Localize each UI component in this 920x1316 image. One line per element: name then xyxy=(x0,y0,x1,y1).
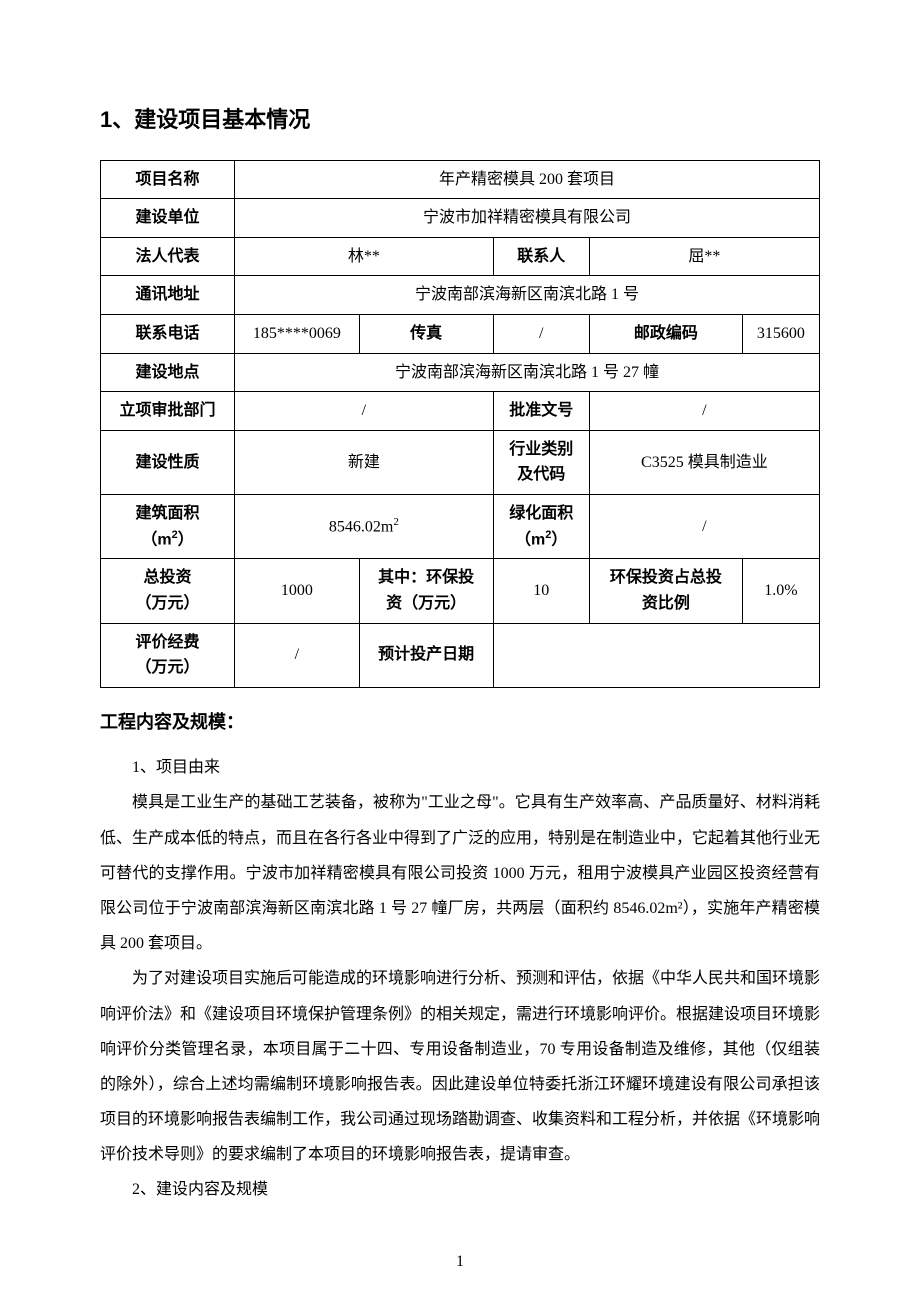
value-prod-date xyxy=(493,623,819,687)
label-green-area: 绿化面积（m2） xyxy=(493,494,589,559)
value-env-investment: 10 xyxy=(493,559,589,623)
value-postal-code: 315600 xyxy=(742,314,819,353)
paragraph-heading-2: 2、建设内容及规模 xyxy=(100,1172,820,1207)
value-industry-cat: C3525 模具制造业 xyxy=(589,430,819,494)
value-fax: / xyxy=(493,314,589,353)
value-eval-fee: / xyxy=(235,623,360,687)
section-heading: 1、建设项目基本情况 xyxy=(100,100,820,140)
label-legal-rep: 法人代表 xyxy=(101,237,235,276)
value-green-area: / xyxy=(589,494,819,559)
project-info-table: 项目名称 年产精密模具 200 套项目 建设单位 宁波市加祥精密模具有限公司 法… xyxy=(100,160,820,688)
value-env-ratio: 1.0% xyxy=(742,559,819,623)
label-env-ratio: 环保投资占总投资比例 xyxy=(589,559,742,623)
value-project-name: 年产精密模具 200 套项目 xyxy=(235,160,820,199)
value-building-area: 8546.02m2 xyxy=(235,494,494,559)
value-construction-nature: 新建 xyxy=(235,430,494,494)
paragraph-heading-1: 1、项目由来 xyxy=(100,750,820,785)
value-construction-site: 宁波南部滨海新区南滨北路 1 号 27 幢 xyxy=(235,353,820,392)
label-construction-site: 建设地点 xyxy=(101,353,235,392)
label-phone: 联系电话 xyxy=(101,314,235,353)
label-env-investment: 其中：环保投资（万元） xyxy=(359,559,493,623)
paragraph-2: 为了对建设项目实施后可能造成的环境影响进行分析、预测和评估，依据《中华人民共和国… xyxy=(100,961,820,1172)
label-building-area: 建筑面积（m2） xyxy=(101,494,235,559)
label-postal-code: 邮政编码 xyxy=(589,314,742,353)
label-approval-dept: 立项审批部门 xyxy=(101,392,235,431)
body-content: 1、项目由来 模具是工业生产的基础工艺装备，被称为"工业之母"。它具有生产效率高… xyxy=(100,750,820,1207)
value-contact-person: 屈** xyxy=(589,237,819,276)
label-address: 通讯地址 xyxy=(101,276,235,315)
value-total-investment: 1000 xyxy=(235,559,360,623)
label-project-name: 项目名称 xyxy=(101,160,235,199)
value-legal-rep: 林** xyxy=(235,237,494,276)
label-eval-fee: 评价经费（万元） xyxy=(101,623,235,687)
paragraph-1: 模具是工业生产的基础工艺装备，被称为"工业之母"。它具有生产效率高、产品质量好、… xyxy=(100,785,820,961)
label-industry-cat: 行业类别及代码 xyxy=(493,430,589,494)
label-fax: 传真 xyxy=(359,314,493,353)
value-address: 宁波南部滨海新区南滨北路 1 号 xyxy=(235,276,820,315)
value-approval-no: / xyxy=(589,392,819,431)
label-approval-no: 批准文号 xyxy=(493,392,589,431)
label-construction-unit: 建设单位 xyxy=(101,199,235,238)
value-phone: 185****0069 xyxy=(235,314,360,353)
content-subtitle: 工程内容及规模： xyxy=(100,706,820,738)
page-number: 1 xyxy=(100,1248,820,1277)
label-construction-nature: 建设性质 xyxy=(101,430,235,494)
label-prod-date: 预计投产日期 xyxy=(359,623,493,687)
value-approval-dept: / xyxy=(235,392,494,431)
label-contact-person: 联系人 xyxy=(493,237,589,276)
label-total-investment: 总投资（万元） xyxy=(101,559,235,623)
value-construction-unit: 宁波市加祥精密模具有限公司 xyxy=(235,199,820,238)
